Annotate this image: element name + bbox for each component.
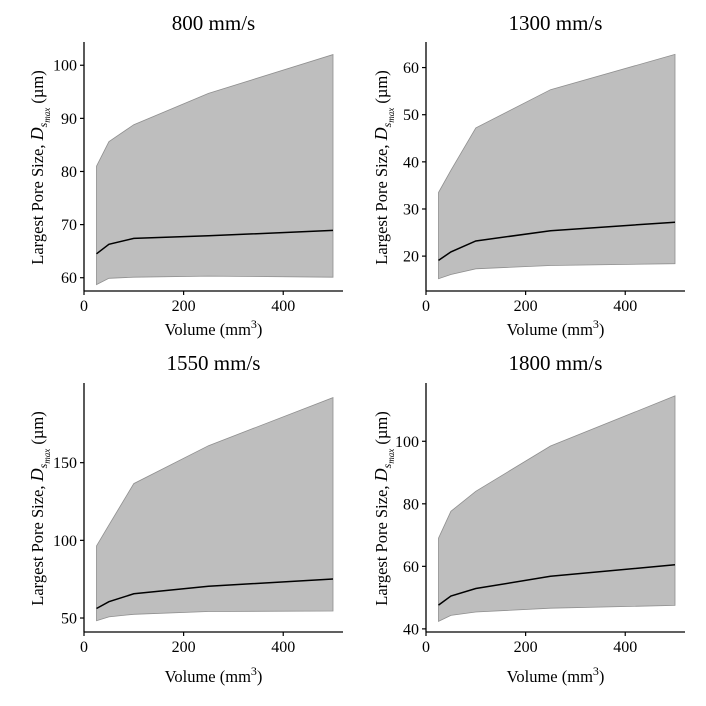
x-axis-label-main: Volume (mm <box>507 667 593 686</box>
y-axis-label: Largest Pore Size, Dsmax (µm) <box>27 411 52 605</box>
y-tick-label: 70 <box>61 217 77 234</box>
x-axis-label-superscript: 3 <box>593 664 599 678</box>
mean-line <box>438 221 676 262</box>
y-axis-label: Largest Pore Size, Dsmax (µm) <box>371 70 396 264</box>
chart-title: 1550 mm/s <box>167 351 261 375</box>
x-axis-label-superscript: 3 <box>251 664 257 678</box>
y-axis-label-unit: (µm) <box>28 411 47 448</box>
uncertainty-band <box>438 53 676 280</box>
y-tick-label: 100 <box>395 434 419 451</box>
y-axis-label-subscript: s <box>36 122 50 127</box>
x-axis-label-main: Volume (mm <box>507 320 593 339</box>
y-tick-label: 100 <box>53 58 77 75</box>
y-axis-label-unit: (µm) <box>372 70 391 107</box>
y-axis-label-symbol: D <box>371 127 391 141</box>
y-axis-label-subsubscript: max <box>386 449 396 464</box>
x-tick-label: 200 <box>514 298 538 315</box>
y-axis-label-main: Largest Pore Size, <box>372 481 391 605</box>
y-axis-label-symbol: D <box>371 468 391 482</box>
x-tick-label: 200 <box>514 639 538 656</box>
y-tick-label: 50 <box>403 107 419 124</box>
x-tick-label: 400 <box>613 639 637 656</box>
y-tick-label: 80 <box>403 496 419 513</box>
y-tick-label: 40 <box>403 154 419 171</box>
y-axis-label-subsubscript: max <box>42 449 52 464</box>
y-tick-label: 60 <box>403 60 419 77</box>
y-tick-label: 100 <box>53 533 77 550</box>
mean-line <box>438 564 676 606</box>
x-tick-label: 200 <box>172 639 196 656</box>
x-tick-label: 0 <box>422 639 430 656</box>
chart-title: 1300 mm/s <box>509 11 603 35</box>
x-axis-label-main: Volume (mm <box>165 667 251 686</box>
chart-title: 800 mm/s <box>172 11 255 35</box>
mean-line <box>96 578 334 610</box>
y-tick-label: 80 <box>61 164 77 181</box>
y-axis-label-subscript: s <box>380 122 394 127</box>
y-tick-label: 150 <box>53 455 77 472</box>
chart-panel-3: 0 200 400 50 100 150 1550 mm/s Volume (mm3) Larg… <box>27 351 343 686</box>
y-tick-label: 60 <box>61 270 77 287</box>
y-axis-label-subsubscript: max <box>42 108 52 123</box>
y-axis-label-unit: (µm) <box>28 70 47 107</box>
uncertainty-band <box>438 395 676 623</box>
x-axis-label: Volume (mm3) <box>507 664 605 686</box>
uncertainty-band <box>96 397 334 622</box>
x-tick-label: 400 <box>613 298 637 315</box>
chart-panel-2: 0 200 400 20 30 40 50 60 1300 mm/s Volume (mm3) La… <box>371 11 685 339</box>
x-tick-label: 400 <box>271 298 295 315</box>
y-axis-label: Largest Pore Size, Dsmax (µm) <box>27 70 52 264</box>
x-axis-label: Volume (mm3) <box>165 317 263 339</box>
x-tick-label: 0 <box>422 298 430 315</box>
y-axis-label: Largest Pore Size, Dsmax (µm) <box>371 411 396 605</box>
y-axis-label-subscript: s <box>36 463 50 468</box>
x-axis-label-superscript: 3 <box>251 317 257 331</box>
x-tick-label: 400 <box>271 639 295 656</box>
chart-title: 1800 mm/s <box>509 351 603 375</box>
x-axis-label: Volume (mm3) <box>165 664 263 686</box>
y-axis-label-symbol: D <box>27 468 47 482</box>
x-axis-label: Volume (mm3) <box>507 317 605 339</box>
x-axis-label-close: ) <box>257 667 263 686</box>
y-axis-label-main: Largest Pore Size, <box>28 481 47 605</box>
y-tick-label: 60 <box>403 559 419 576</box>
y-axis-label-subsubscript: max <box>386 108 396 123</box>
x-tick-label: 0 <box>80 298 88 315</box>
uncertainty-band <box>96 54 334 286</box>
x-axis-label-close: ) <box>599 667 605 686</box>
mean-line <box>96 229 334 255</box>
chart-panel-4: 0 200 400 40 60 80 100 1800 mm/s Volume (mm3) Lar… <box>371 351 685 686</box>
x-axis-label-main: Volume (mm <box>165 320 251 339</box>
x-tick-label: 200 <box>172 298 196 315</box>
y-axis-label-main: Largest Pore Size, <box>28 140 47 264</box>
y-tick-label: 20 <box>403 249 419 266</box>
x-axis-label-close: ) <box>257 320 263 339</box>
y-axis-label-symbol: D <box>27 127 47 141</box>
chart-panel-1: 0 200 400 60 70 80 90 100 800 mm/s Volume (mm3) La… <box>27 11 343 339</box>
y-axis-label-subscript: s <box>380 463 394 468</box>
y-tick-label: 40 <box>403 621 419 638</box>
y-tick-label: 90 <box>61 111 77 128</box>
x-axis-label-superscript: 3 <box>593 317 599 331</box>
y-axis-label-unit: (µm) <box>372 411 391 448</box>
y-axis-label-main: Largest Pore Size, <box>372 140 391 264</box>
x-tick-label: 0 <box>80 639 88 656</box>
x-axis-label-close: ) <box>599 320 605 339</box>
y-tick-label: 30 <box>403 201 419 218</box>
y-tick-label: 50 <box>61 611 77 628</box>
